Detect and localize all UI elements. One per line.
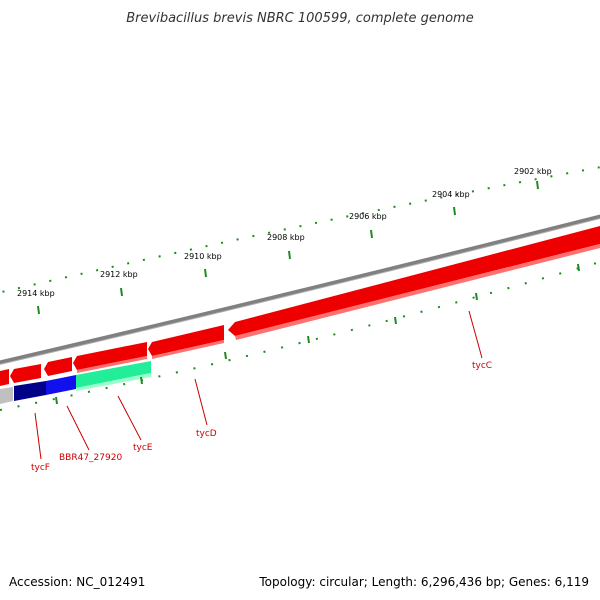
inner-major-tick <box>140 376 143 385</box>
label-tycE[interactable]: tycE <box>133 443 153 453</box>
gene-tycD-shade <box>152 340 224 359</box>
reverse-strand <box>0 361 151 404</box>
gene-tycF[interactable] <box>14 381 46 401</box>
scale-label: 2908 kbp <box>267 233 305 242</box>
leader-tycE <box>117 395 142 441</box>
leader-tycD <box>194 378 208 426</box>
leader-tycF <box>34 412 42 460</box>
major-tick <box>120 287 123 297</box>
label-tycD[interactable]: tycD <box>196 429 217 439</box>
gene-forward[interactable] <box>73 342 147 370</box>
scale-label: 2910 kbp <box>184 252 222 261</box>
gene-tycC-shade <box>235 244 600 340</box>
gene-forward-shade <box>77 356 147 373</box>
backbone-shade <box>0 218 600 365</box>
label-tycC[interactable]: tycC <box>472 361 492 371</box>
gene-tycD[interactable] <box>148 325 224 356</box>
gene-BBR47_27920[interactable] <box>46 375 76 395</box>
gene-labels: tycC tycD tycE BBR47_27920 tycF <box>31 361 492 473</box>
accession-text: Accession: NC_012491 <box>9 575 145 589</box>
genome-backbone <box>0 214 600 365</box>
major-tick <box>370 229 373 239</box>
gene-forward[interactable] <box>0 369 9 386</box>
gene-tycE[interactable] <box>76 361 151 388</box>
forward-strand <box>0 226 600 386</box>
label-leaders <box>34 310 483 460</box>
inner-major-tick <box>577 263 580 272</box>
leader-tycC <box>468 310 483 359</box>
label-tycF[interactable]: tycF <box>31 463 50 473</box>
major-tick <box>204 268 207 278</box>
major-tick <box>288 250 291 260</box>
genome-summary: Topology: circular; Length: 6,296,436 bp… <box>258 575 589 589</box>
scale-labels: 2902 kbp 2904 kbp 2906 kbp 2908 kbp 2910… <box>17 167 552 298</box>
scale-label: 2902 kbp <box>514 167 552 176</box>
gene-forward[interactable] <box>10 364 41 383</box>
gene-tycC[interactable] <box>228 226 600 336</box>
inner-major-tick <box>475 292 478 301</box>
scale-label: 2906 kbp <box>349 212 387 221</box>
map-title: Brevibacillus brevis NBRC 100599, comple… <box>126 11 473 26</box>
label-BBR47_27920[interactable]: BBR47_27920 <box>59 453 122 463</box>
scale-label: 2914 kbp <box>17 289 55 298</box>
gene-tycE-shade <box>76 373 151 391</box>
inner-scale-ring <box>0 261 600 411</box>
gene-forward[interactable] <box>44 357 72 376</box>
major-tick <box>536 180 539 190</box>
inner-major-tick <box>307 335 310 344</box>
leader-BBR47 <box>66 405 90 451</box>
inner-major-tick <box>224 351 227 360</box>
major-tick <box>37 305 40 315</box>
scale-label: 2904 kbp <box>432 190 470 199</box>
major-tick <box>453 206 456 216</box>
outer-scale-ring <box>0 166 600 315</box>
inner-major-tick <box>394 316 397 325</box>
gene-other[interactable] <box>0 387 13 404</box>
inner-major-tick <box>55 396 58 405</box>
scale-label: 2912 kbp <box>100 270 138 279</box>
